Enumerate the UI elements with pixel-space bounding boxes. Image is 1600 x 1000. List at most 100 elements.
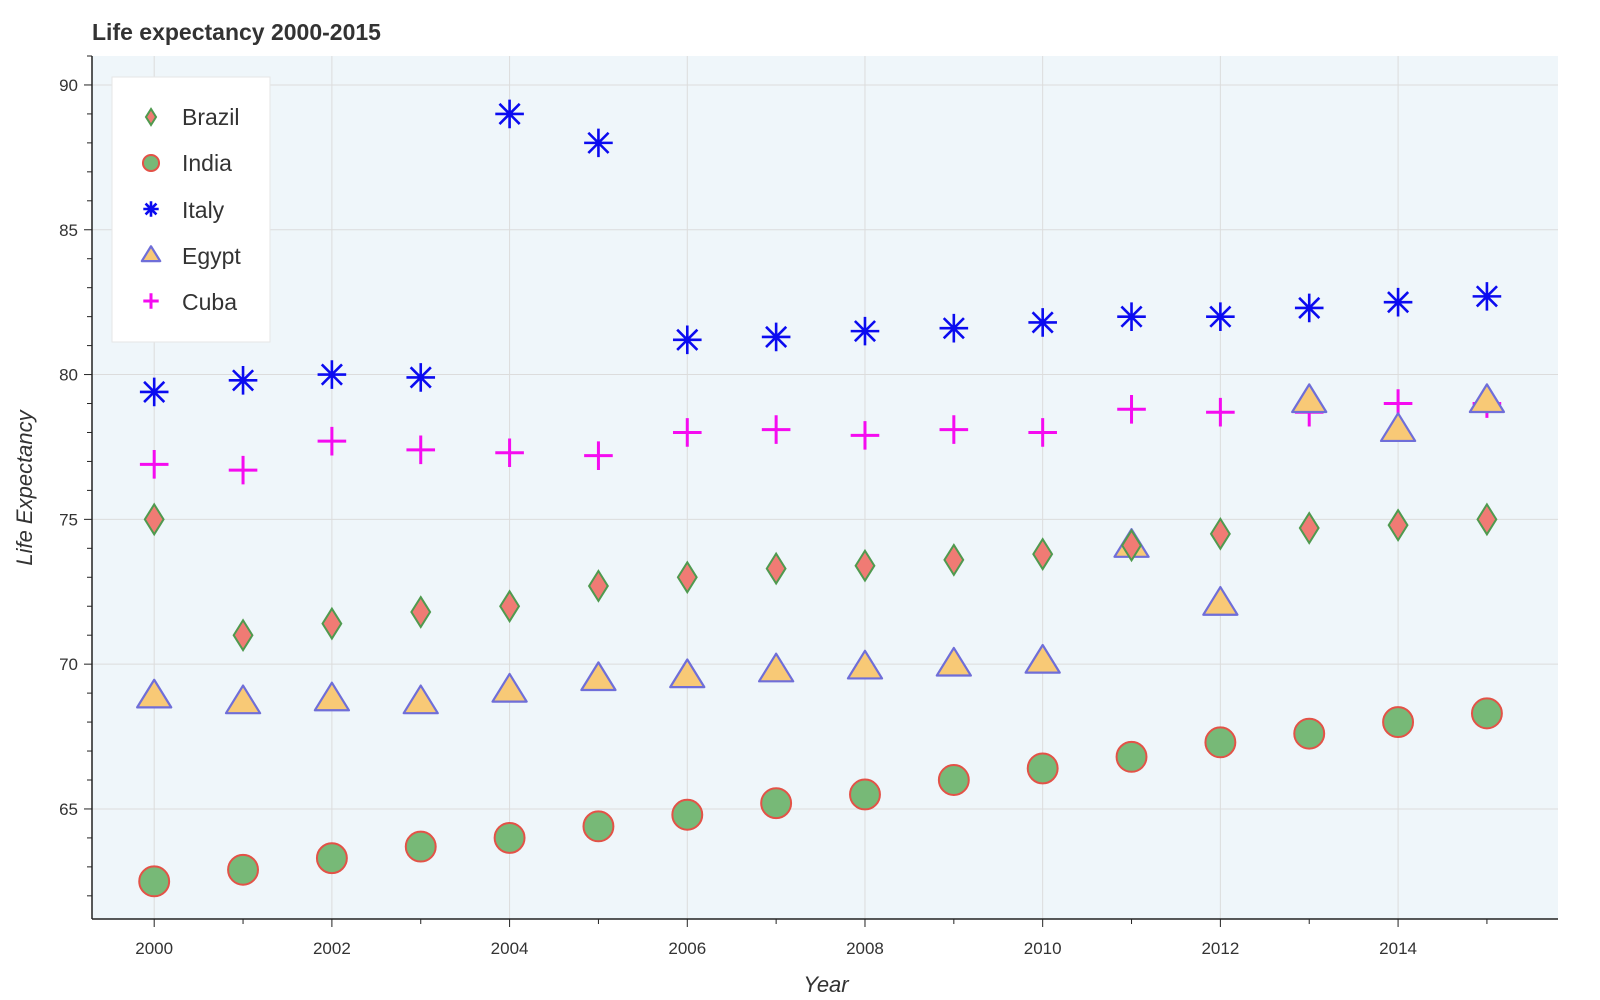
point-india [227,853,259,886]
point-india [404,830,437,863]
x-tick-label: 2012 [1201,939,1239,958]
legend-symbol-india [141,153,161,173]
point-brazil [1387,508,1409,542]
point-italy [495,99,524,129]
series-egypt [136,383,1506,715]
point-cuba [1206,397,1235,427]
point-cuba [317,426,347,456]
legend-box [111,76,271,343]
point-india [1115,740,1148,773]
point-egypt [580,661,617,692]
point-italy [761,322,791,352]
point-egypt [1202,585,1239,616]
point-egypt [491,672,528,703]
point-cuba [672,418,702,447]
x-tick-label: 2006 [668,939,706,958]
point-egypt [757,652,795,683]
point-india [315,842,348,875]
point-egypt [1468,383,1506,414]
point-brazil [410,595,432,629]
legend-symbols [140,107,162,309]
x-tick-label: 2004 [491,939,529,958]
point-brazil [765,551,787,586]
y-tick-label: 85 [59,221,78,240]
point-egypt [669,658,706,689]
point-italy [939,313,969,343]
point-brazil [676,560,698,595]
point-brazil [1120,528,1143,563]
point-italy [317,360,347,389]
legend-symbol-italy [143,201,159,217]
series-brazil [143,502,1498,653]
x-tick-label: 2014 [1379,939,1417,958]
y-tick-label: 70 [59,655,78,674]
point-india [1470,697,1503,730]
x-axis-label: Year [803,972,850,997]
point-india [138,865,171,898]
point-brazil [1032,537,1054,571]
point-india [1293,717,1326,750]
point-italy [1117,302,1146,331]
point-egypt [935,646,972,677]
legend-label-india: India [182,150,232,176]
point-india [671,798,704,831]
point-india [582,810,615,843]
legend-label-cuba: Cuba [182,289,237,315]
point-cuba [1028,418,1057,447]
legend: Brazil India Italy Egypt Cuba [111,76,271,343]
point-india [760,787,793,820]
point-brazil [587,569,609,603]
y-tick-label: 80 [59,366,78,385]
legend-symbol-brazil [144,107,158,127]
point-italy [228,366,258,395]
point-egypt [402,684,439,715]
legend-symbol-cuba [143,293,159,309]
point-brazil [143,502,165,537]
point-italy [584,128,613,158]
point-india [1204,726,1237,759]
point-egypt [136,678,173,709]
series-italy [139,99,1502,407]
point-brazil [943,543,965,577]
point-italy [1028,308,1057,337]
axes: 2000 2002 2004 2006 2008 2010 2012 2014 65 70 75 80… [59,55,1558,958]
point-cuba [495,438,524,468]
data-marks [136,99,1506,898]
point-brazil [321,606,343,641]
point-italy [139,377,169,407]
point-cuba [850,421,880,450]
point-italy [850,316,880,346]
point-italy [1383,287,1413,317]
point-italy [1472,282,1502,311]
legend-label-italy: Italy [182,197,225,223]
point-egypt [224,684,262,715]
point-italy [672,325,702,355]
point-egypt [1291,383,1328,414]
point-brazil [854,548,876,583]
point-india [937,764,970,796]
y-axis-label: Life Expectancy [12,408,37,565]
point-cuba [584,441,613,470]
point-brazil [1209,517,1231,551]
point-egypt [1379,412,1417,443]
plot-area [92,56,1558,919]
chart-title: Life expectancy 2000-2015 [92,19,381,45]
point-cuba [139,450,169,479]
point-brazil [1298,511,1320,545]
y-tick-label: 75 [59,510,78,529]
legend-label-brazil: Brazil [182,104,240,130]
legend-label-egypt: Egypt [182,243,241,269]
point-india [493,821,526,854]
legend-symbol-egypt [140,245,162,263]
point-cuba [761,415,791,444]
point-italy [406,363,436,392]
x-tick-label: 2000 [135,939,173,958]
point-india [1382,706,1415,739]
point-italy [1294,293,1324,323]
point-egypt [313,681,351,712]
point-india [1026,752,1059,785]
point-india [849,778,881,811]
point-egypt [846,649,884,680]
point-cuba [228,455,258,485]
